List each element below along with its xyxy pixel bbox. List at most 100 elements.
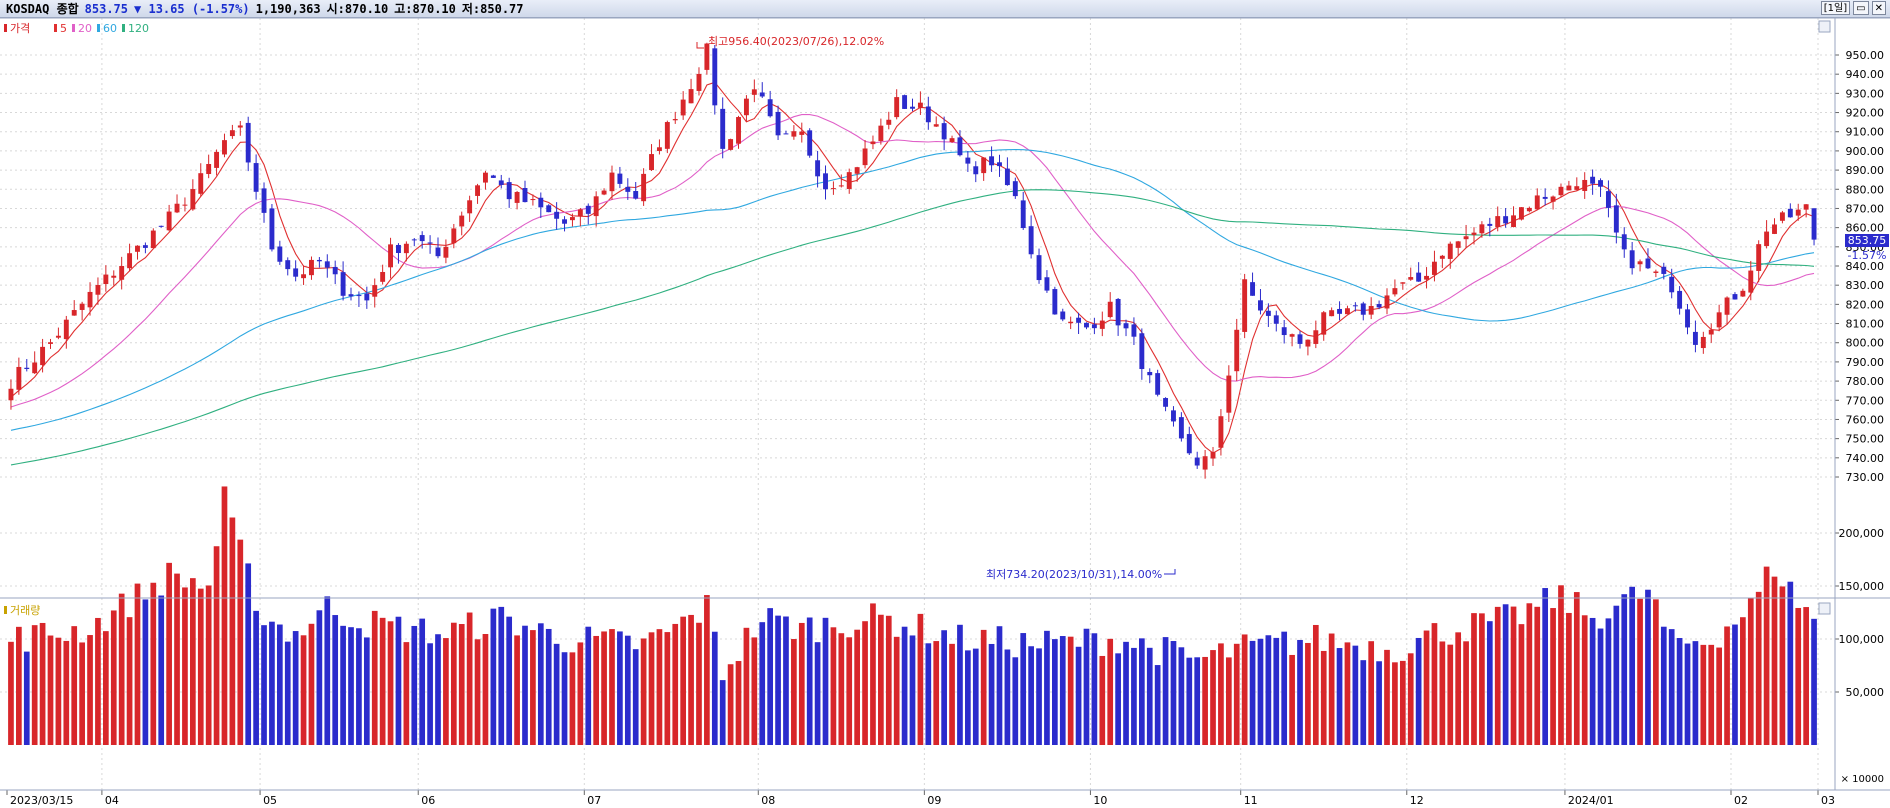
candle-body — [443, 246, 449, 258]
volume-bar — [1573, 592, 1580, 745]
volume-bar — [530, 630, 536, 745]
date-tick-label: 10 — [1093, 794, 1107, 807]
volume-bar — [1700, 644, 1707, 745]
volume-bar — [522, 625, 528, 745]
close-icon[interactable]: ✕ — [1871, 1, 1886, 15]
ma5-legend-swatch — [54, 24, 57, 32]
volume-bar — [830, 627, 837, 745]
ma60-line — [10, 148, 1815, 431]
volume-bar — [1589, 617, 1596, 745]
candle-body — [1416, 272, 1422, 282]
period-button[interactable]: [1일] — [1820, 1, 1851, 15]
volume-bar — [767, 608, 773, 745]
candle-body — [1123, 323, 1129, 329]
volume-bar — [1059, 636, 1066, 745]
volume-bar — [988, 643, 995, 745]
candle-body — [1613, 205, 1619, 233]
price-tick-label: 900.00 — [1846, 145, 1885, 158]
volume-bar — [1629, 586, 1636, 745]
volume-bar — [1653, 599, 1659, 745]
title-bar: KOSDAQ 종합 853.75 ▼ 13.65 (-1.57%) 1,190,… — [0, 0, 1890, 18]
price-tick-label: 770.00 — [1846, 394, 1885, 407]
stock-chart[interactable]: 730.00 740.00 750.00 760.00 770.00 780.00 790.… — [0, 18, 1890, 808]
candlesticks — [8, 42, 1817, 479]
volume-bar — [680, 616, 687, 745]
volume-bar — [182, 587, 188, 745]
candle-body — [95, 285, 101, 295]
candle-body — [1131, 324, 1137, 337]
volume-bar — [1660, 626, 1667, 745]
current-price: 853.75 — [84, 1, 129, 16]
volume-bar — [1178, 647, 1185, 745]
candle-body — [348, 294, 354, 297]
candle-body — [1471, 232, 1477, 235]
candle-body — [1803, 204, 1809, 210]
candle-body — [1495, 216, 1501, 227]
candle-body — [1044, 277, 1050, 291]
volume-bars — [8, 486, 1817, 745]
volume-bar — [466, 612, 473, 745]
candle-body — [1503, 216, 1509, 224]
volume-panel-toggle-icon[interactable] — [1818, 602, 1831, 615]
volume-bar — [1376, 661, 1382, 745]
volume-bar — [371, 610, 378, 745]
candle-body — [1139, 333, 1145, 370]
candle-body — [356, 295, 362, 297]
candle-body — [111, 275, 117, 278]
price-tick-label: 800.00 — [1846, 337, 1885, 350]
volume-bar — [1740, 617, 1746, 745]
candle-body — [48, 342, 53, 344]
volume-bar — [1265, 635, 1272, 745]
candle-body — [585, 205, 591, 214]
minimize-icon[interactable]: ▭ — [1853, 1, 1869, 15]
volume-bar — [340, 625, 346, 745]
candle-body — [775, 111, 781, 136]
candle-body — [1068, 321, 1074, 324]
volume-bar — [1558, 585, 1564, 745]
candle-body — [617, 173, 623, 184]
candle-body — [751, 89, 757, 95]
volume-bar — [1257, 638, 1264, 745]
volume-bar — [1605, 618, 1612, 745]
candle-body — [649, 154, 654, 171]
candle-body — [791, 131, 797, 137]
candle-body — [269, 208, 275, 250]
price-tick-label: 760.00 — [1846, 413, 1885, 426]
price-tick-label: 940.00 — [1846, 68, 1885, 81]
volume-bar — [1218, 643, 1224, 745]
candle-body — [1400, 282, 1406, 284]
volume-bar — [1763, 566, 1770, 745]
ma60-legend-swatch — [97, 24, 100, 32]
candle-body — [933, 124, 939, 127]
volume-bar — [237, 539, 244, 745]
candle-body — [1384, 295, 1390, 309]
volume-bar — [363, 637, 370, 745]
candle-body — [1036, 255, 1042, 281]
volume-bar — [609, 629, 615, 745]
candle-body — [846, 172, 852, 189]
candle-body — [1084, 322, 1089, 328]
candle-body — [245, 122, 251, 163]
volume-bar — [870, 603, 876, 745]
candle-body — [190, 189, 196, 210]
candle-body — [380, 271, 386, 282]
price-tick-label: 930.00 — [1846, 87, 1885, 100]
volume-bar — [1233, 643, 1240, 745]
volume-bar — [585, 626, 592, 745]
candle-body — [340, 272, 346, 296]
candle-body — [103, 274, 109, 285]
volume-bar — [1566, 612, 1572, 745]
candle-body — [1511, 215, 1516, 228]
candle-body — [1004, 168, 1010, 186]
price-panel-toggle-icon[interactable] — [1818, 20, 1831, 33]
price-tick-label: 830.00 — [1846, 279, 1885, 292]
date-tick-label: 06 — [421, 794, 435, 807]
volume-bar — [696, 622, 702, 745]
volume-bar — [379, 617, 386, 745]
volume-bar — [1083, 628, 1090, 745]
candle-body — [1360, 303, 1366, 315]
candle-body — [1321, 312, 1327, 335]
candle-body — [1708, 329, 1714, 335]
volume-bar — [885, 615, 892, 745]
candle-body — [925, 106, 931, 123]
